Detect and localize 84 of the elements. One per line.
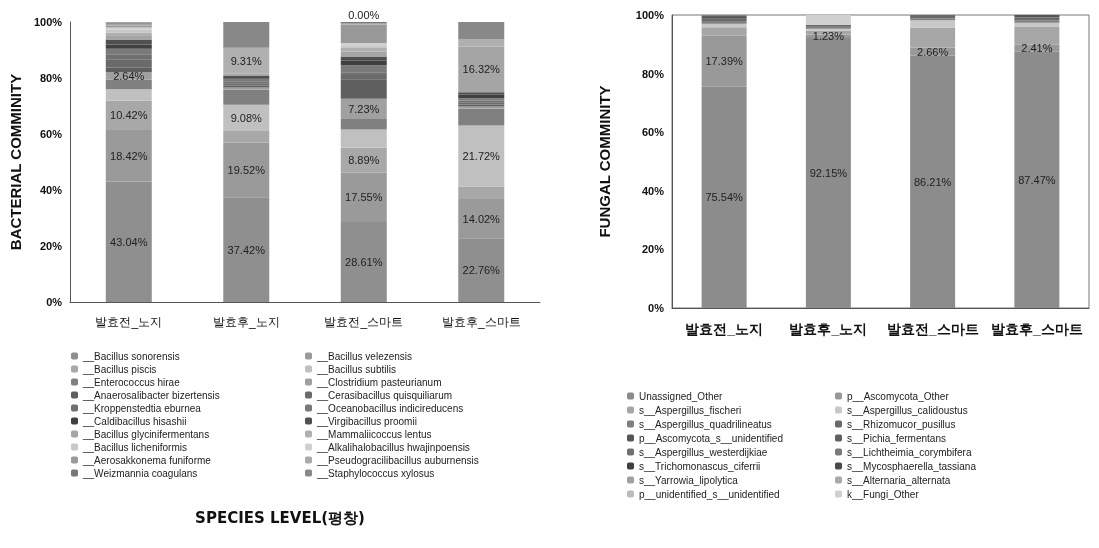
data-label: 10.42% [110, 109, 148, 122]
legend-label: p__Ascomycota_Other [847, 390, 950, 402]
data-label: 7.23% [348, 102, 380, 115]
legend-label: s__Trichomonascus_ciferrii [639, 460, 761, 472]
x-tick-label: 발효전_노지 [95, 315, 163, 329]
y-tick-label: 0% [46, 296, 63, 308]
data-label: 17.55% [345, 191, 383, 204]
legend-label: s__Yarrowia_lipolytica [639, 474, 739, 486]
legend-label: __Cerasibacillus quisquiliarum [316, 389, 453, 401]
data-label: 86.21% [913, 175, 952, 188]
legend-label: __Staphylococcus xylosus [316, 467, 435, 479]
legend-label: s__Aspergillus_fischeri [639, 404, 742, 416]
legend-label: s__Aspergillus_westerdijkiae [639, 446, 768, 458]
legend-label: s__Rhizomucor_pusillus [847, 418, 956, 430]
legend-label: __Caldibacillus hisashii [82, 415, 187, 427]
legend-label: __Anaerosalibacter bizertensis [82, 389, 220, 401]
y-tick-label: 60% [641, 126, 665, 139]
data-label: 8.89% [348, 154, 380, 167]
data-label: 43.04% [110, 235, 148, 248]
data-label: 2.66% [917, 45, 949, 58]
data-label: 2.64% [113, 69, 145, 82]
y-tick-label: 40% [40, 184, 63, 196]
legend-label: p__Ascomycota_s__unidentified [639, 432, 783, 444]
data-label: 17.39% [705, 55, 743, 68]
x-tick-label: 발효후_스마트 [441, 315, 521, 329]
y-axis-title: FUNGAL COMMINITY [596, 85, 613, 238]
data-label: 28.61% [345, 255, 383, 268]
y-tick-label: 80% [641, 67, 665, 80]
legend-label: __Weizmannia coagulans [82, 467, 198, 479]
y-tick-label: 100% [635, 9, 665, 21]
data-label: 2.41% [1021, 42, 1053, 55]
data-label: 14.02% [462, 212, 501, 225]
legend-label: __Bacillus glycinifermentans [82, 428, 210, 440]
legend-label: Unassigned_Other [639, 390, 724, 402]
legend-label: __Enterococcus hirae [82, 376, 181, 388]
legend-label: __Mammaliicoccus lentus [316, 428, 432, 440]
x-tick-label: 발효후_스마트 [990, 321, 1083, 337]
y-tick-label: 60% [40, 128, 63, 140]
data-label: 37.42% [227, 243, 266, 256]
legend-label: __Kroppenstedtia eburnea [82, 402, 202, 414]
data-label: 22.76% [462, 264, 501, 277]
text: SPECIES LEVEL(평창) [195, 508, 365, 527]
legend-label: s__Aspergillus_calidoustus [847, 404, 968, 416]
legend-label: __Bacillus licheniformis [82, 441, 187, 453]
data-label: 0.00% [348, 8, 380, 21]
legend-label: s__Lichtheimia_corymbifera [847, 446, 972, 458]
legend-label: p__unidentified_s__unidentified [639, 488, 780, 500]
data-label: 87.47% [1018, 173, 1056, 186]
data-label: 21.72% [462, 150, 501, 163]
x-tick-label: 발효전_스마트 [324, 315, 404, 329]
legend-label: __Bacillus piscis [82, 363, 157, 375]
legend-label: s__Alternaria_alternata [847, 474, 951, 486]
y-tick-label: 100% [33, 16, 63, 28]
x-tick-label: 발효전_스마트 [886, 321, 979, 337]
y-axis-title: BACTERIAL COMMINITY [7, 73, 24, 251]
x-tick-label: 발효후_노지 [789, 321, 868, 337]
legend-label: s__Mycosphaerella_tassiana [847, 460, 977, 472]
data-label: 19.52% [227, 163, 266, 176]
legend-label: __Aerosakkonema funiforme [82, 454, 212, 466]
data-label: 18.42% [110, 149, 148, 162]
legend-label: __Bacillus sonorensis [82, 350, 180, 362]
x-tick-label: 발효전_노지 [685, 321, 764, 337]
y-tick-label: 40% [641, 184, 665, 197]
legend-label: s__Pichia_fermentans [847, 432, 946, 444]
data-label: 16.32% [462, 63, 501, 76]
legend-label: __Bacillus velezensis [316, 350, 413, 362]
y-tick-label: 0% [648, 302, 665, 314]
data-label: 92.15% [809, 167, 848, 179]
x-tick-label: 발효후_노지 [212, 315, 280, 329]
y-tick-label: 20% [40, 240, 63, 252]
data-label: 9.08% [230, 111, 263, 124]
data-label: 1.23% [812, 30, 845, 43]
data-label: 75.54% [705, 191, 743, 204]
legend-label: k__Fungi_Other [847, 488, 920, 500]
data-label: 9.31% [230, 54, 263, 67]
y-tick-label: 80% [40, 72, 63, 84]
legend-label: __Pseudogracilibacillus auburnensis [316, 454, 479, 466]
legend-label: __Clostridium pasteurianum [316, 376, 442, 388]
legend-label: __Oceanobacillus indicireducens [316, 402, 464, 414]
legend-label: __Alkalihalobacillus hwajinpoensis [316, 441, 470, 453]
y-tick-label: 20% [641, 243, 665, 256]
legend-label: s__Aspergillus_quadrilineatus [639, 418, 772, 430]
legend-label: __Bacillus subtilis [316, 363, 396, 375]
legend-label: __Virgibacillus proomii [316, 415, 417, 427]
